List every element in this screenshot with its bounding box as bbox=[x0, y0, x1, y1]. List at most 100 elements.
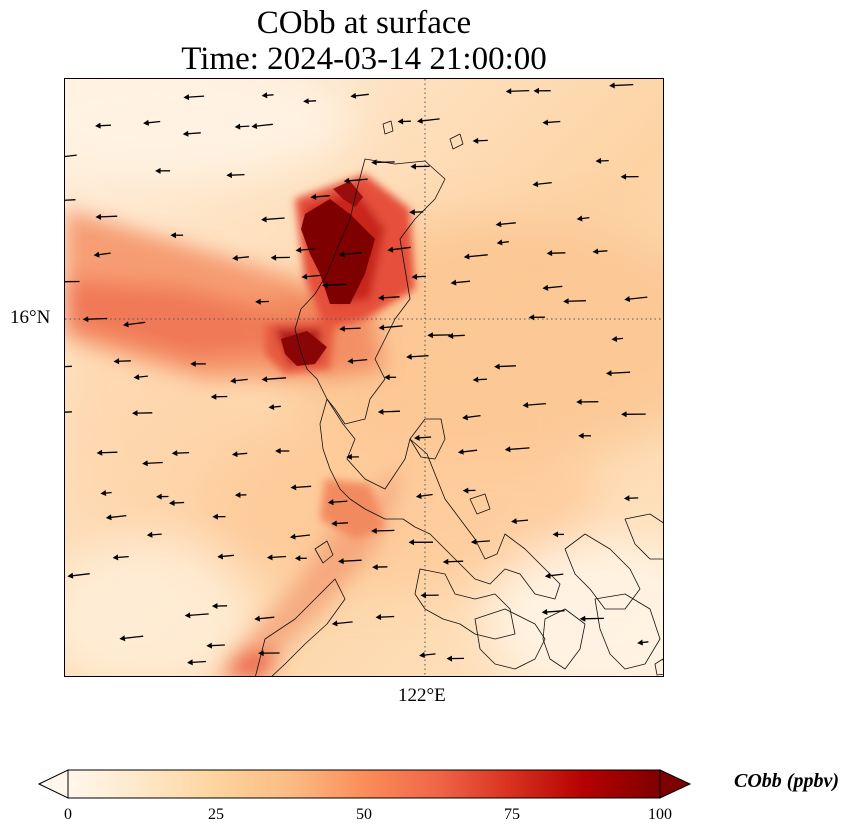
wind-vector-head bbox=[339, 325, 345, 332]
wind-vector-head bbox=[462, 414, 468, 421]
coast-mindoro bbox=[414, 568, 516, 640]
island-a bbox=[314, 540, 334, 564]
wind-vector-head bbox=[212, 513, 218, 520]
wind-vector-head bbox=[542, 119, 549, 126]
wind-vector-head bbox=[301, 273, 308, 280]
colorbar bbox=[38, 769, 692, 799]
wind-vector-head bbox=[621, 411, 627, 418]
wind-vector-head bbox=[133, 374, 140, 381]
wind-vector-head bbox=[100, 490, 107, 497]
wind-vector bbox=[65, 199, 76, 201]
wind-vector-head bbox=[408, 539, 415, 546]
field-hotspot-core bbox=[281, 181, 375, 366]
wind-vector bbox=[65, 365, 72, 368]
wind-vector-head bbox=[411, 273, 418, 280]
wind-vector-head bbox=[275, 448, 281, 454]
wind-vector-head bbox=[132, 410, 138, 417]
wind-vector-head bbox=[611, 335, 618, 342]
wind-vector-head bbox=[190, 360, 196, 367]
wind-vector-head bbox=[261, 376, 268, 383]
wind-vector-head bbox=[511, 518, 517, 525]
colorbar-gradient bbox=[68, 770, 660, 798]
coast-bay bbox=[409, 418, 446, 460]
wind-vector-head bbox=[378, 324, 385, 331]
wind-vector-head bbox=[378, 294, 384, 301]
wind-vector-head bbox=[605, 370, 612, 377]
wind-vector-head bbox=[294, 555, 301, 562]
wind-vector-head bbox=[592, 248, 599, 255]
coast-samar bbox=[624, 513, 663, 560]
wind-vector-head bbox=[406, 353, 412, 360]
wind-vector-head bbox=[210, 393, 217, 400]
wind-vector-head bbox=[494, 363, 500, 370]
wind-vector-head bbox=[377, 408, 384, 415]
colorbar-tick: 25 bbox=[208, 806, 224, 823]
wind-vector-head bbox=[350, 92, 357, 99]
wind-vector-head bbox=[528, 314, 535, 321]
wind-vector-head bbox=[346, 453, 352, 460]
wind-vector-head bbox=[372, 564, 378, 571]
wind-vector-head bbox=[82, 316, 89, 323]
wind-vector-head bbox=[576, 215, 583, 222]
wind-vector-head bbox=[258, 650, 264, 657]
wind-vector-head bbox=[447, 332, 454, 339]
wind-vector-head bbox=[170, 232, 177, 239]
wind-vector-head bbox=[211, 602, 218, 609]
gridlines bbox=[65, 79, 663, 676]
wind-vector-head bbox=[113, 358, 120, 365]
wind-vector-head bbox=[472, 137, 479, 144]
wind-vector-head bbox=[415, 493, 422, 499]
wind-vector-head bbox=[266, 554, 273, 561]
colorbar-extend-low bbox=[38, 769, 69, 799]
wind-vector-head bbox=[338, 558, 344, 565]
wind-vector-head bbox=[143, 119, 149, 126]
colorbar-tick: 100 bbox=[648, 806, 672, 823]
wind-vector-head bbox=[230, 377, 236, 384]
wind-vector-head bbox=[595, 157, 602, 164]
coast-leyte bbox=[594, 593, 661, 670]
wind-vector-head bbox=[146, 531, 153, 538]
wind-vector-head bbox=[182, 130, 189, 137]
wind-vector-head bbox=[331, 520, 337, 527]
wind-vector-head bbox=[322, 282, 328, 289]
wind-vector-head bbox=[310, 193, 317, 200]
wind-vector-head bbox=[187, 659, 193, 666]
wind-vector-head bbox=[206, 642, 213, 649]
wind-vector-head bbox=[93, 251, 100, 258]
wind-vector-head bbox=[327, 499, 334, 506]
wind-vector-head bbox=[533, 87, 539, 94]
wind-vector-head bbox=[96, 449, 103, 456]
title-line-1: CObb at surface bbox=[256, 5, 472, 41]
colorbar-tick: 75 bbox=[504, 806, 520, 823]
wind-vector-head bbox=[119, 635, 126, 642]
coast-negros bbox=[542, 608, 586, 670]
wind-vector-head bbox=[609, 82, 615, 89]
wind-vector-head bbox=[338, 251, 345, 258]
island-d bbox=[382, 120, 394, 135]
wind-vector-head bbox=[637, 639, 643, 646]
wind-vector-head bbox=[347, 358, 354, 365]
island-b bbox=[469, 493, 491, 515]
wind-vector-head bbox=[295, 247, 302, 254]
wind-vector-head bbox=[105, 514, 112, 521]
wind-vector-head bbox=[563, 298, 569, 305]
island-e bbox=[654, 658, 663, 676]
wind-vector-head bbox=[255, 298, 261, 305]
wind-vector-head bbox=[552, 531, 559, 538]
wind-vector-head bbox=[371, 527, 377, 534]
wind-vector-head bbox=[579, 615, 586, 622]
colorbar-label: CObb (ppbv) bbox=[734, 770, 839, 792]
wind-vector-head bbox=[231, 451, 238, 458]
wind-vector-head bbox=[522, 402, 529, 409]
wind-vector-head bbox=[343, 177, 350, 184]
wind-vector-head bbox=[112, 554, 119, 561]
wind-vectors bbox=[65, 82, 649, 666]
wind-vector-head bbox=[450, 279, 457, 286]
wind-vector-head bbox=[472, 376, 479, 383]
colorbar-extend-high bbox=[659, 769, 692, 799]
wind-vector-head bbox=[261, 216, 267, 223]
wind-vector-head bbox=[234, 123, 241, 130]
wind-vector-head bbox=[331, 620, 338, 627]
wind-vector-head bbox=[155, 167, 161, 174]
wind-vector-head bbox=[416, 117, 423, 124]
